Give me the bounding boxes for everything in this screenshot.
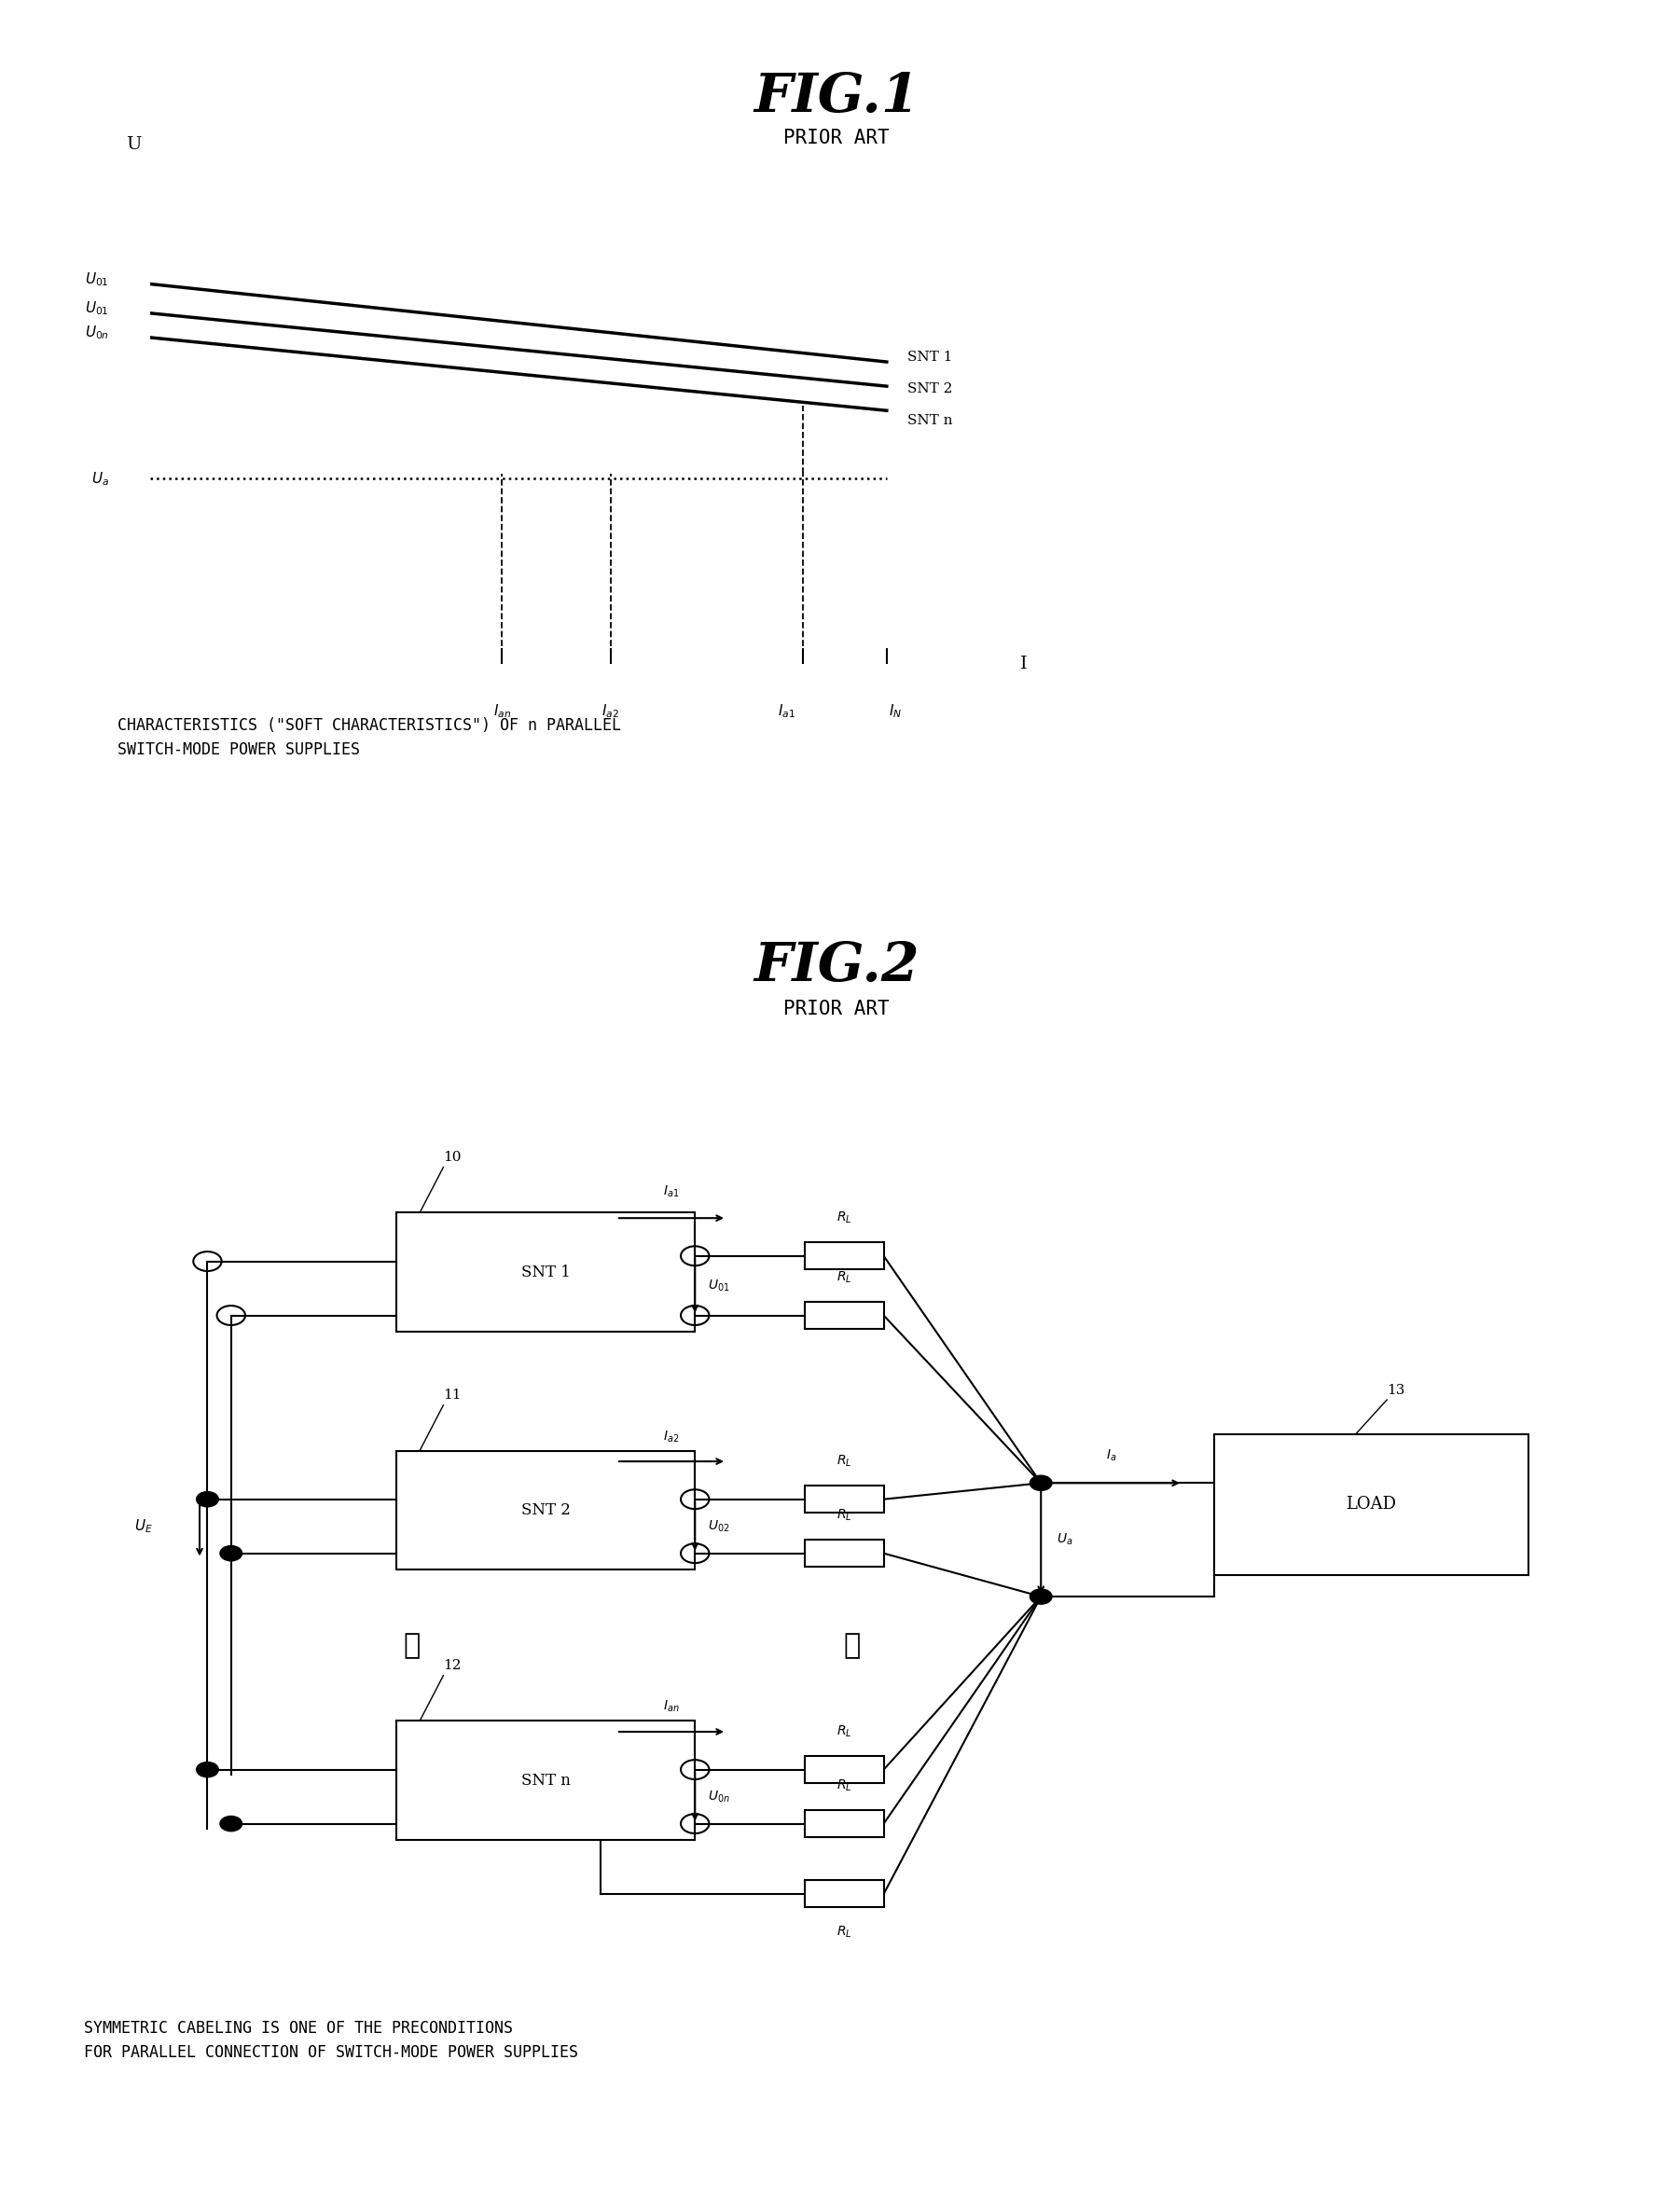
Text: SNT 1: SNT 1	[520, 1265, 570, 1281]
Bar	[805, 1243, 883, 1270]
Text: $U_{02}$: $U_{02}$	[708, 1520, 729, 1533]
Text: $U_a$: $U_a$	[1057, 1533, 1072, 1548]
Text: 11: 11	[443, 1389, 462, 1402]
Text: $R_L$: $R_L$	[836, 1453, 852, 1469]
Text: $I_{an}$: $I_{an}$	[494, 703, 510, 719]
Text: SYMMETRIC CABELING IS ONE OF THE PRECONDITIONS
FOR PARALLEL CONNECTION OF SWITCH: SYMMETRIC CABELING IS ONE OF THE PRECOND…	[84, 2020, 577, 2062]
Text: SNT 1: SNT 1	[907, 349, 952, 363]
Text: $I_a$: $I_a$	[1106, 1449, 1118, 1464]
Text: $R_L$: $R_L$	[836, 1509, 852, 1524]
Text: SNT 2: SNT 2	[520, 1502, 570, 1517]
Bar	[805, 1880, 883, 1907]
Circle shape	[1031, 1475, 1052, 1491]
Text: SNT n: SNT n	[907, 414, 954, 427]
Text: FIG.2: FIG.2	[755, 940, 918, 993]
Text: $I_N$: $I_N$	[888, 703, 902, 719]
Text: $I_{a2}$: $I_{a2}$	[663, 1429, 679, 1444]
Circle shape	[221, 1816, 243, 1832]
Circle shape	[196, 1763, 219, 1776]
Text: $I_{a1}$: $I_{a1}$	[778, 703, 795, 719]
Text: $I_{a1}$: $I_{a1}$	[663, 1183, 679, 1199]
Text: 10: 10	[443, 1150, 462, 1164]
Bar	[805, 1486, 883, 1513]
Text: U: U	[125, 135, 142, 153]
Circle shape	[221, 1546, 243, 1562]
Text: ⋮: ⋮	[843, 1630, 860, 1659]
Text: $I_{an}$: $I_{an}$	[663, 1699, 679, 1714]
Text: PRIOR ART: PRIOR ART	[783, 128, 890, 146]
Text: $U_{0n}$: $U_{0n}$	[708, 1790, 729, 1805]
Text: ⋮: ⋮	[403, 1630, 420, 1659]
Bar	[397, 1451, 694, 1571]
Text: PRIOR ART: PRIOR ART	[783, 1000, 890, 1018]
Text: SNT 2: SNT 2	[907, 383, 952, 396]
Text: $I_{a2}$: $I_{a2}$	[602, 703, 619, 719]
Text: $U_{0n}$: $U_{0n}$	[85, 323, 109, 341]
Circle shape	[1031, 1588, 1052, 1604]
Bar	[397, 1212, 694, 1332]
Text: CHARACTERISTICS ("SOFT CHARACTERISTICS") OF n PARALLEL
SWITCH-MODE POWER SUPPLIE: CHARACTERISTICS ("SOFT CHARACTERISTICS")…	[117, 717, 621, 759]
Text: $U_{01}$: $U_{01}$	[708, 1279, 729, 1294]
Text: $U_E$: $U_E$	[134, 1517, 152, 1535]
Text: $R_L$: $R_L$	[836, 1924, 852, 1940]
Text: $U_{01}$: $U_{01}$	[85, 270, 109, 288]
Text: $R_L$: $R_L$	[836, 1270, 852, 1285]
Bar	[805, 1303, 883, 1329]
Text: $U_{01}$: $U_{01}$	[85, 299, 109, 316]
Text: LOAD: LOAD	[1347, 1495, 1397, 1513]
Bar	[1215, 1433, 1529, 1575]
Text: 13: 13	[1387, 1382, 1405, 1396]
Bar	[805, 1540, 883, 1566]
Text: $R_L$: $R_L$	[836, 1778, 852, 1794]
Text: FIG.1: FIG.1	[755, 71, 918, 124]
Text: $R_L$: $R_L$	[836, 1210, 852, 1225]
Text: SNT n: SNT n	[520, 1772, 570, 1787]
Bar	[397, 1721, 694, 1840]
Text: I: I	[1021, 655, 1027, 672]
Bar	[805, 1756, 883, 1783]
Text: $R_L$: $R_L$	[836, 1723, 852, 1739]
Text: 12: 12	[443, 1659, 462, 1672]
Bar	[805, 1809, 883, 1838]
Text: $U_a$: $U_a$	[90, 469, 109, 487]
Circle shape	[196, 1491, 219, 1506]
